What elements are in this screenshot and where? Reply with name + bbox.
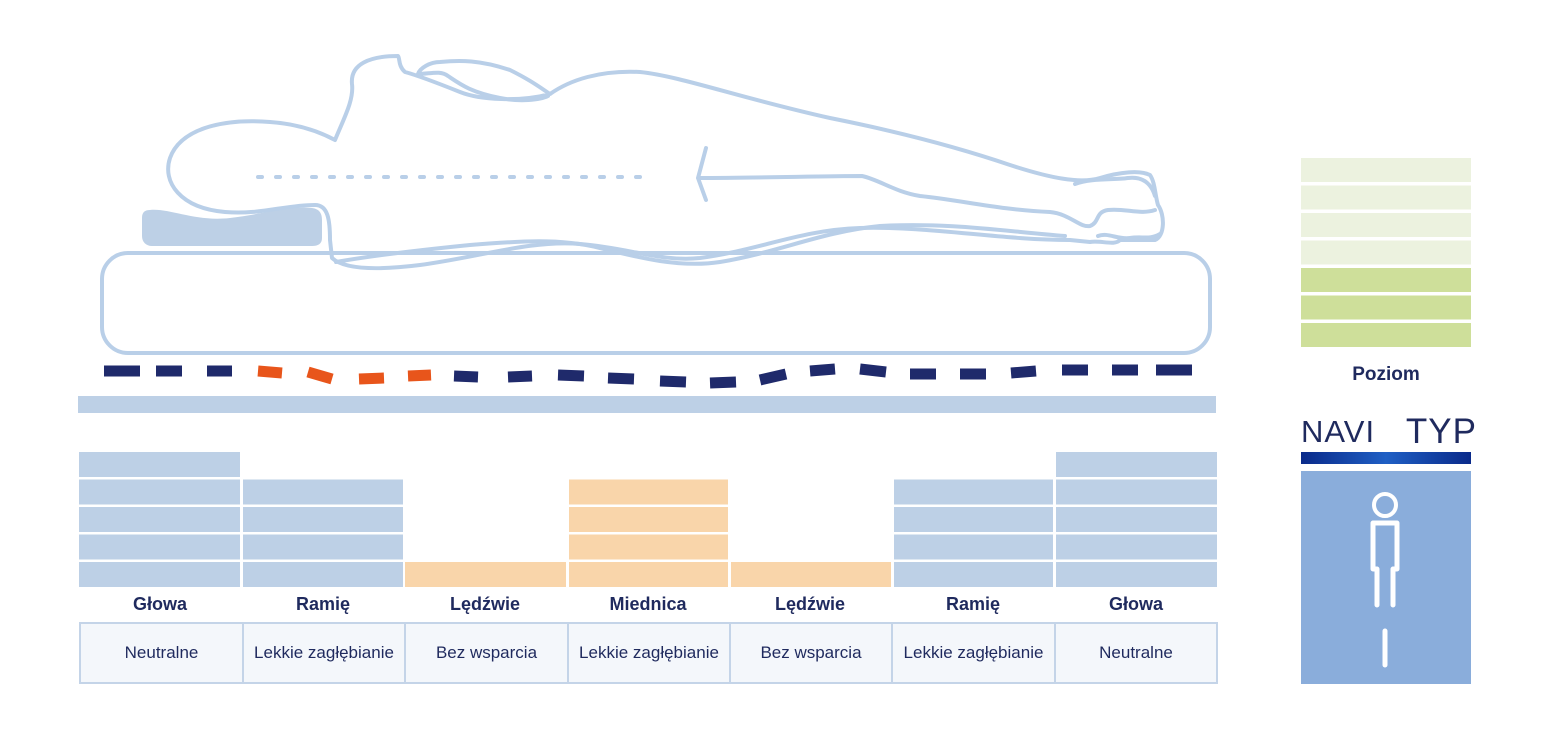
zone-block bbox=[1056, 452, 1217, 477]
zone-label-shoulder-left: Ramię bbox=[295, 594, 351, 614]
level-segment bbox=[1301, 240, 1471, 265]
support-dash bbox=[758, 368, 788, 386]
support-cell: Neutralne bbox=[1099, 643, 1173, 662]
zone-block bbox=[569, 562, 728, 587]
zone-label-shoulder-right: Ramię bbox=[945, 594, 1001, 614]
zone-block bbox=[1056, 562, 1217, 587]
support-dash bbox=[659, 375, 687, 388]
figure-arm-outline bbox=[696, 146, 1157, 229]
level-segment bbox=[1301, 185, 1471, 210]
zone-block bbox=[894, 534, 1053, 560]
typ-word: TYP bbox=[1405, 412, 1477, 451]
support-dash bbox=[809, 363, 836, 377]
zone-block bbox=[243, 534, 403, 560]
zone-label-lumbar-right: Lędźwie bbox=[774, 594, 845, 614]
level-indicator bbox=[1301, 158, 1471, 347]
navi-panel bbox=[1301, 471, 1471, 684]
zone-block bbox=[243, 479, 403, 505]
support-cell: Bez wsparcia bbox=[731, 624, 893, 682]
level-segment bbox=[1301, 158, 1471, 182]
level-segment bbox=[1301, 213, 1471, 237]
level-segment bbox=[1301, 268, 1471, 292]
support-cell: Lekkie zagłębianie bbox=[569, 624, 731, 682]
zone-block bbox=[569, 479, 728, 505]
support-cell: Lekkie zagłębianie bbox=[893, 624, 1056, 682]
standing-person-icon bbox=[1370, 492, 1400, 668]
zone-block bbox=[243, 507, 403, 532]
level-segment bbox=[1301, 295, 1471, 320]
figure-foot-outline bbox=[1073, 175, 1162, 241]
zone-block bbox=[79, 562, 240, 587]
zone-block bbox=[79, 507, 240, 532]
support-cell: Neutralne bbox=[81, 624, 244, 682]
level-segment bbox=[1301, 323, 1471, 347]
zone-block bbox=[243, 562, 403, 587]
support-dash-unsupported bbox=[306, 366, 334, 385]
support-cell: Bez wsparcia bbox=[406, 624, 569, 682]
support-dash bbox=[607, 372, 635, 385]
zone-block bbox=[1056, 479, 1217, 505]
support-table: Neutralne Lekkie zagłębianie Bez wsparci… bbox=[79, 622, 1218, 684]
zone-block bbox=[1056, 507, 1217, 532]
sleeping-figure-outline bbox=[166, 54, 1165, 271]
support-dash bbox=[859, 363, 887, 378]
zone-blocks bbox=[79, 452, 1217, 587]
zone-block bbox=[569, 534, 728, 560]
navi-underline bbox=[1301, 452, 1471, 464]
support-cell: Lekkie zagłębianie bbox=[244, 624, 406, 682]
zone-block bbox=[569, 507, 728, 532]
zone-block bbox=[894, 479, 1053, 505]
zone-label-head-right: Głowa bbox=[1108, 594, 1163, 614]
zone-block bbox=[1056, 534, 1217, 560]
zone-block bbox=[79, 479, 240, 505]
support-dash-unsupported bbox=[407, 369, 432, 382]
support-dash-unsupported bbox=[358, 372, 385, 385]
navi-title: NAVI TYP bbox=[1301, 408, 1477, 452]
support-dash bbox=[709, 376, 737, 389]
zone-block bbox=[731, 562, 891, 587]
zone-label-head-left: Głowa bbox=[132, 594, 187, 614]
base-bar bbox=[78, 396, 1216, 413]
pillow-icon bbox=[142, 207, 322, 246]
support-dash-unsupported bbox=[257, 365, 283, 379]
zone-label-pelvis: Miednica bbox=[609, 594, 687, 614]
zone-block bbox=[894, 507, 1053, 532]
support-dash bbox=[557, 369, 585, 382]
mattress-outline bbox=[100, 251, 1212, 355]
zone-label-lumbar-left: Lędźwie bbox=[449, 594, 520, 614]
figure-torso-contour bbox=[334, 223, 1067, 266]
level-label: Poziom bbox=[1352, 364, 1420, 385]
support-dash bbox=[453, 370, 479, 383]
support-dash bbox=[507, 370, 533, 383]
support-dash bbox=[1010, 365, 1037, 379]
zone-block bbox=[79, 534, 240, 560]
zone-block bbox=[79, 452, 240, 477]
zone-block bbox=[894, 562, 1053, 587]
zone-block bbox=[405, 562, 566, 587]
support-curve bbox=[104, 363, 1192, 389]
navi-word: NAVI bbox=[1301, 414, 1376, 449]
